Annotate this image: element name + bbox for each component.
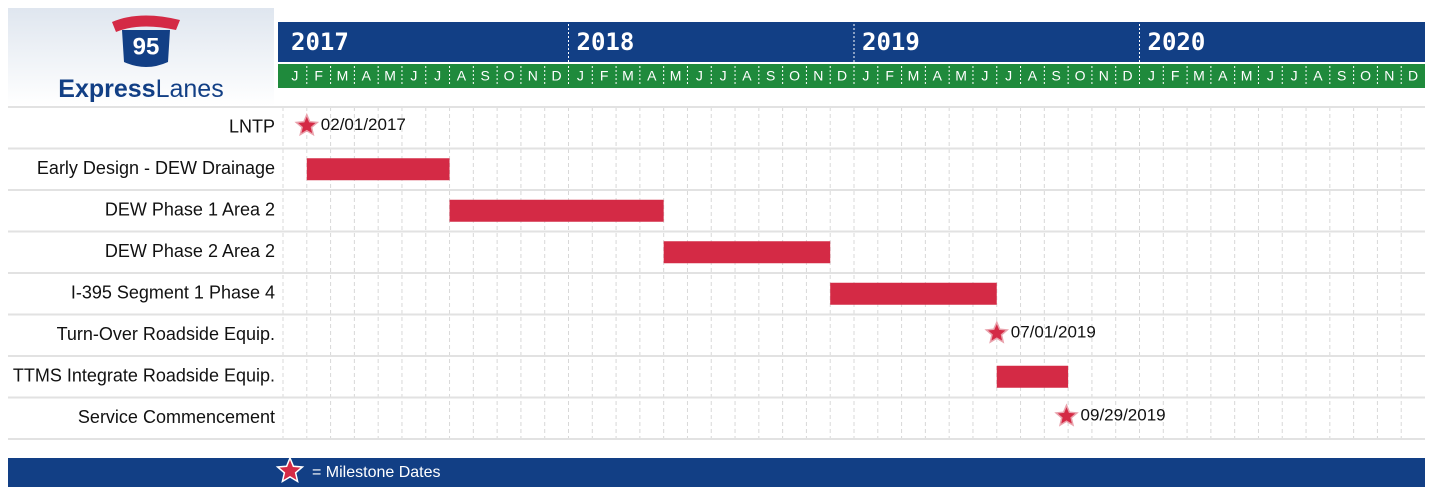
month-label: F — [314, 68, 323, 84]
month-label: N — [1384, 68, 1394, 84]
month-label: F — [600, 68, 609, 84]
month-label: F — [885, 68, 894, 84]
month-label: O — [789, 68, 800, 84]
month-label: J — [1005, 68, 1012, 84]
milestone — [984, 320, 1010, 344]
month-label: O — [1360, 68, 1371, 84]
month-label: F — [1171, 68, 1180, 84]
month-label: A — [1313, 68, 1323, 84]
year-label: 2018 — [577, 28, 635, 56]
month-label: A — [933, 68, 943, 84]
month-label: M — [384, 68, 396, 84]
month-label: N — [528, 68, 538, 84]
month-label: J — [1148, 68, 1155, 84]
year-label: 2020 — [1148, 28, 1206, 56]
bar — [830, 282, 997, 305]
month-label: A — [362, 68, 372, 84]
legend-text: = Milestone Dates — [312, 464, 441, 481]
logo-text: ExpressLanes — [58, 75, 223, 103]
year-label: 2019 — [862, 28, 920, 56]
month-label: M — [908, 68, 920, 84]
task-label: Turn-Over Roadside Equip. — [57, 324, 275, 344]
month-label: M — [337, 68, 349, 84]
month-label: A — [457, 68, 467, 84]
milestone — [294, 112, 320, 137]
logo-shield — [122, 30, 170, 67]
month-label: J — [1291, 68, 1298, 84]
month-label: J — [720, 68, 727, 84]
month-label: M — [670, 68, 682, 84]
year-band — [278, 22, 1425, 62]
legend-star — [275, 456, 305, 484]
task-label: DEW Phase 1 Area 2 — [105, 200, 275, 220]
month-label: M — [1241, 68, 1253, 84]
task-label: DEW Phase 2 Area 2 — [105, 241, 275, 261]
milestone — [1054, 403, 1079, 427]
month-label: N — [1099, 68, 1109, 84]
task-label: TTMS Integrate Roadside Equip. — [13, 366, 275, 386]
month-label: J — [981, 68, 988, 84]
logo-number: 95 — [133, 33, 160, 60]
month-label: J — [410, 68, 417, 84]
month-label: J — [577, 68, 584, 84]
month-label: S — [481, 68, 490, 84]
task-label: LNTP — [229, 117, 275, 137]
month-label: M — [955, 68, 967, 84]
milestone-label: 07/01/2019 — [1011, 323, 1096, 342]
bar — [449, 199, 664, 222]
month-label: J — [1267, 68, 1274, 84]
milestone-label: 09/29/2019 — [1081, 406, 1166, 425]
month-label: J — [434, 68, 441, 84]
month-label: S — [1337, 68, 1346, 84]
task-label: Service Commencement — [78, 407, 275, 427]
logo-swoosh — [112, 15, 180, 33]
logo-bold: Express — [58, 75, 155, 103]
month-label: A — [1028, 68, 1038, 84]
bar — [306, 158, 450, 181]
month-label: O — [1075, 68, 1086, 84]
month-band — [278, 64, 1425, 88]
year-label: 2017 — [291, 28, 349, 56]
month-label: J — [862, 68, 869, 84]
bar — [663, 241, 831, 264]
month-label: S — [766, 68, 775, 84]
milestone-label: 02/01/2017 — [321, 115, 406, 134]
month-label: O — [504, 68, 515, 84]
task-label: Early Design - DEW Drainage — [37, 158, 275, 178]
month-label: D — [552, 68, 562, 84]
legend-bar — [8, 458, 1425, 487]
bar — [996, 365, 1069, 388]
logo-light: Lanes — [156, 75, 224, 103]
month-label: S — [1052, 68, 1061, 84]
month-label: M — [622, 68, 634, 84]
month-label: D — [837, 68, 847, 84]
month-label: D — [1123, 68, 1133, 84]
month-label: D — [1408, 68, 1418, 84]
task-label: I-395 Segment 1 Phase 4 — [71, 283, 275, 303]
month-label: J — [696, 68, 703, 84]
month-label: A — [647, 68, 657, 84]
month-label: J — [291, 68, 298, 84]
month-label: A — [742, 68, 752, 84]
month-label: M — [1193, 68, 1205, 84]
month-label: N — [813, 68, 823, 84]
month-label: A — [1218, 68, 1228, 84]
